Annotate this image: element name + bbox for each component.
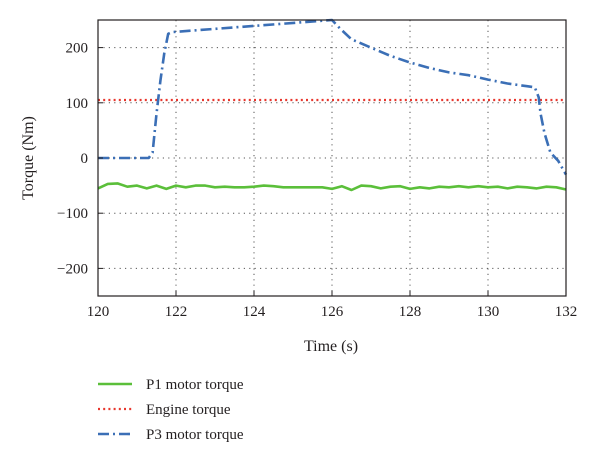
- series-line-p3-motor-torque: [98, 18, 568, 176]
- series-lines: [97, 18, 568, 192]
- legend: P1 motor torque Engine torque P3 motor tor…: [98, 377, 244, 443]
- x-tick-label: 124: [243, 304, 266, 320]
- grid: [98, 20, 566, 296]
- x-tick-label: 130: [477, 304, 500, 320]
- x-tick-label: 126: [321, 304, 344, 320]
- y-tick-label: −200: [57, 261, 88, 277]
- legend-label: Engine torque: [146, 402, 231, 418]
- legend-label: P1 motor torque: [146, 377, 244, 393]
- x-axis-title: Time (s): [304, 338, 358, 355]
- ticks: [97, 47, 567, 296]
- y-tick-label: −100: [57, 206, 88, 222]
- series-line-p1-motor-torque: [97, 182, 567, 192]
- x-tick-label: 120: [87, 304, 110, 320]
- x-tick-label: 132: [555, 304, 578, 320]
- x-tick-label: 128: [399, 304, 422, 320]
- y-tick-labels: 200 100 0 −100 −200: [57, 41, 88, 278]
- legend-label: P3 motor torque: [146, 427, 244, 443]
- y-tick-label: 100: [66, 96, 89, 112]
- x-tick-labels: 120 122 124 126 128 130 132: [87, 304, 578, 320]
- y-tick-label: 200: [66, 41, 89, 57]
- y-axis-title: Torque (Nm): [20, 116, 37, 200]
- x-tick-label: 122: [165, 304, 188, 320]
- y-tick-label: 0: [81, 151, 89, 167]
